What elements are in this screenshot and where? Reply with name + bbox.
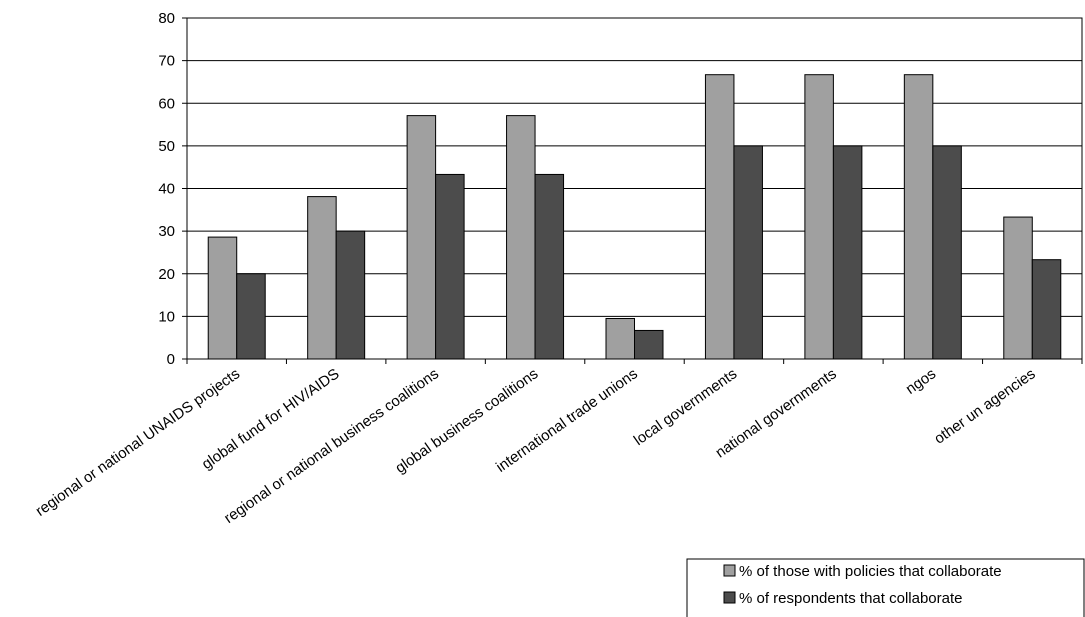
bar-series-1 bbox=[307, 196, 337, 360]
y-tick-label: 40 bbox=[158, 181, 175, 198]
bar-series-1 bbox=[506, 115, 536, 360]
bar-series-1 bbox=[903, 74, 934, 360]
plot-area-frame bbox=[186, 17, 1083, 360]
y-tick-label: 10 bbox=[158, 308, 175, 325]
bar-series-2 bbox=[534, 173, 565, 360]
y-tick-label: 20 bbox=[158, 266, 175, 283]
bar-series-1 bbox=[1003, 216, 1033, 360]
legend-swatch-series-1 bbox=[723, 564, 736, 577]
bar-series-2 bbox=[435, 173, 465, 360]
y-tick-label: 0 bbox=[167, 351, 175, 368]
x-category-label: regional or national UNAIDS projects bbox=[32, 365, 243, 520]
y-tick-label: 80 bbox=[158, 10, 175, 27]
legend-label-series-1: % of those with policies that collaborat… bbox=[739, 563, 1002, 580]
x-category-label: regional or national business coalitions bbox=[221, 365, 442, 527]
bar-series-2 bbox=[932, 145, 962, 360]
bar-series-1 bbox=[605, 318, 635, 360]
legend-label-series-2: % of respondents that collaborate bbox=[739, 590, 962, 607]
legend-box bbox=[686, 558, 1085, 617]
bar-series-2 bbox=[236, 273, 266, 360]
legend: % of those with policies that collaborat… bbox=[686, 558, 1085, 617]
y-axis-ticks: 0 10 20 30 40 50 60 70 80 bbox=[158, 10, 187, 368]
x-category-label: local governments bbox=[631, 365, 740, 449]
y-tick-label: 50 bbox=[158, 138, 175, 155]
bar-series-1 bbox=[704, 74, 735, 360]
bar-series-2 bbox=[634, 329, 664, 360]
y-tick-label: 60 bbox=[158, 95, 175, 112]
legend-swatch-series-2 bbox=[723, 591, 736, 604]
y-tick-label: 30 bbox=[158, 223, 175, 240]
y-tick-label: 70 bbox=[158, 53, 175, 70]
x-axis-labels: regional or national UNAIDS projectsglob… bbox=[32, 359, 1083, 527]
bar-series-1 bbox=[207, 236, 238, 360]
bar-series-1 bbox=[406, 115, 437, 360]
bar-series-2 bbox=[832, 145, 863, 360]
bar-series-2 bbox=[335, 230, 366, 360]
bar-series-1 bbox=[804, 74, 834, 360]
x-category-label: other un agencies bbox=[931, 365, 1038, 447]
bars bbox=[207, 74, 1062, 360]
x-category-label: ngos bbox=[903, 365, 939, 398]
bar-series-2 bbox=[1031, 259, 1062, 360]
bar-series-2 bbox=[733, 145, 763, 360]
